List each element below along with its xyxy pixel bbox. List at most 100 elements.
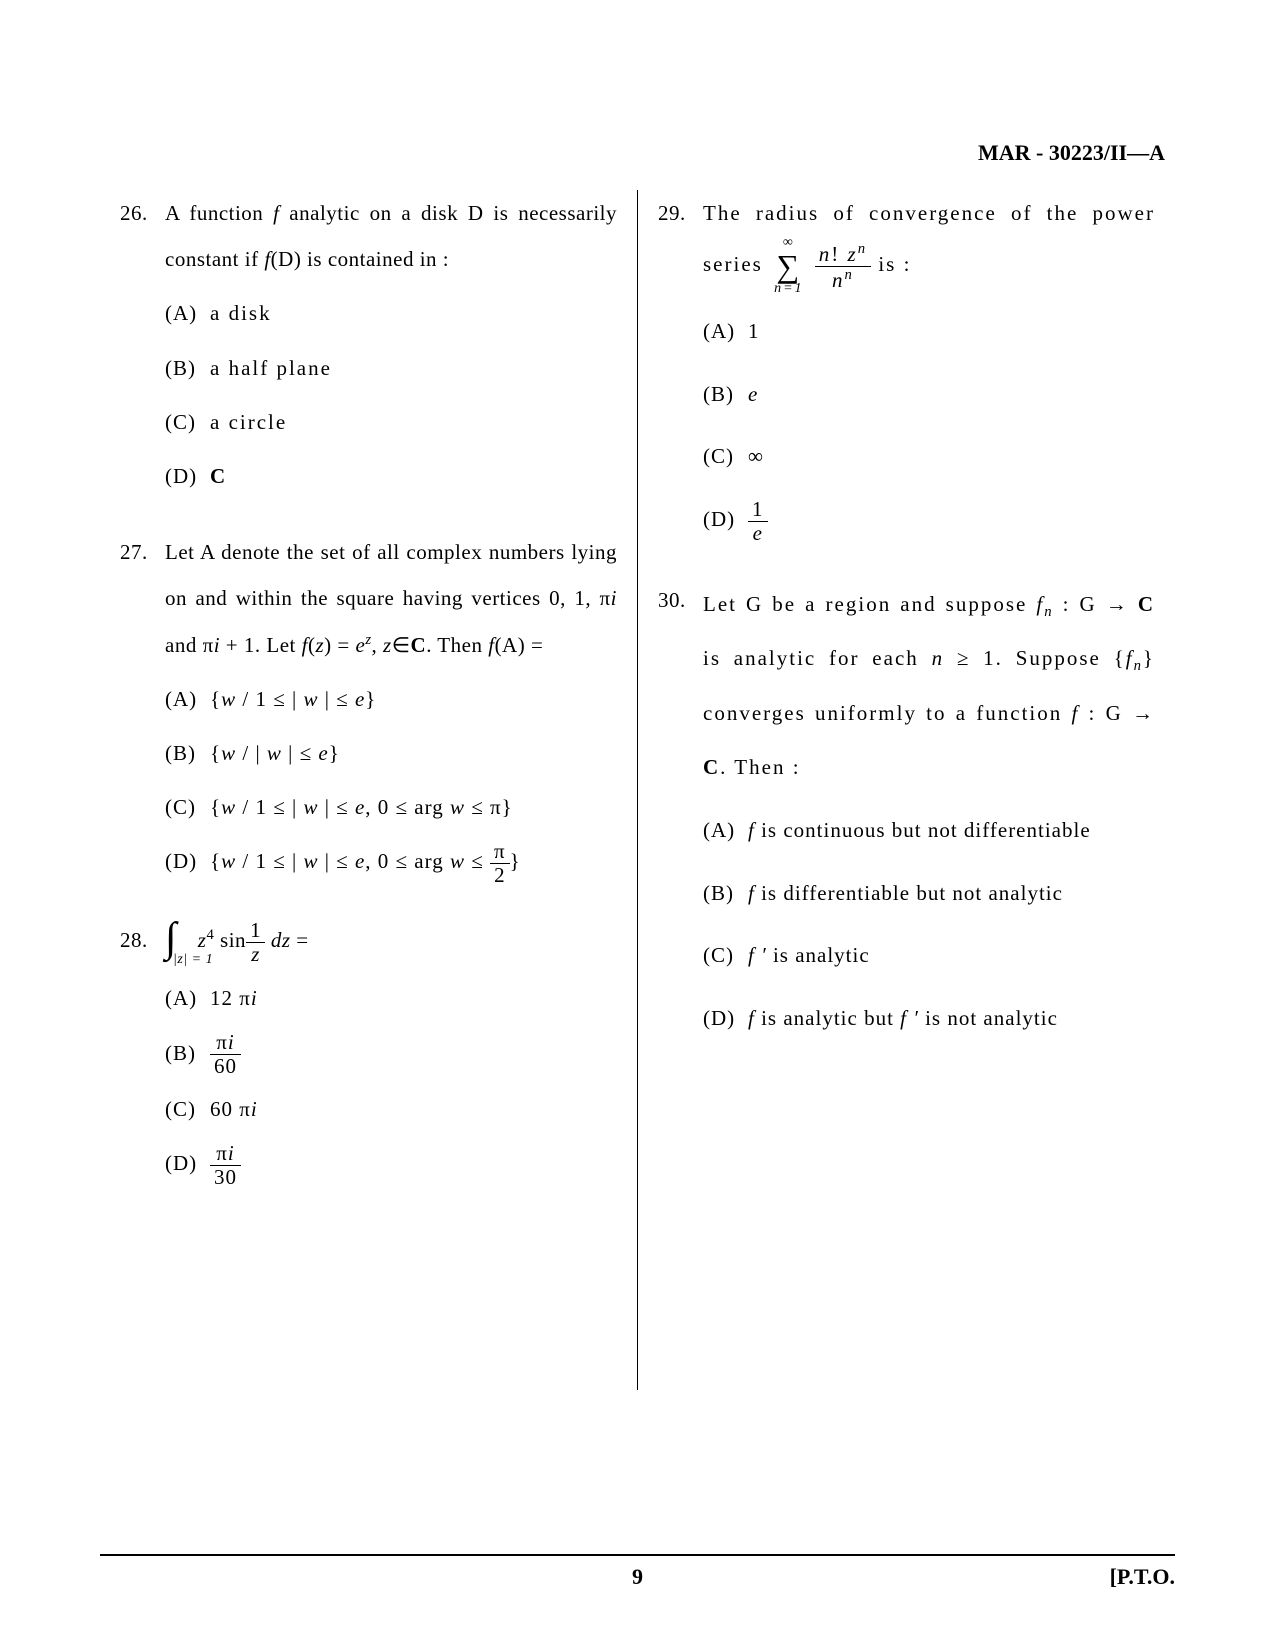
q28-number: 28. — [120, 917, 165, 963]
q27-c-pi: ≤ π} — [465, 795, 513, 819]
q27-C: C — [411, 633, 427, 657]
q30-a-label: (A) — [703, 803, 748, 858]
q30-colon: : G → — [1054, 592, 1138, 616]
page-footer: 9 [P.T.O. — [100, 1554, 1175, 1590]
q27-d-end: | ≤ — [318, 849, 354, 873]
q27-t2: and π — [165, 633, 214, 657]
q26-t2: (D) is contained in : — [271, 247, 449, 271]
q26-d-text: C — [210, 464, 226, 488]
question-28: 28. ∫|z| = 1 z4 sin1z dz = (A)12 πi (B)π… — [120, 917, 617, 1189]
q26-c-text: a circle — [210, 410, 287, 434]
q30-n2: n — [1134, 658, 1143, 674]
q30-nge: n — [932, 646, 945, 670]
q27-t7: ∈ — [392, 633, 411, 657]
q30-C: C — [1138, 592, 1155, 616]
q27-number: 27. — [120, 529, 165, 575]
q29-zn: n — [858, 241, 867, 257]
q30-then: . Then : — [720, 755, 800, 779]
q27-option-c: (C){w / 1 ≤ | w | ≤ e, 0 ≤ arg w ≤ π} — [165, 784, 617, 830]
q27-option-b: (B){w / | w | ≤ e} — [165, 730, 617, 776]
q29-c-label: (C) — [703, 429, 748, 484]
q29-d-den: e — [748, 522, 768, 545]
q30-ge1: ≥ 1. Suppose { — [944, 646, 1126, 670]
q30-d-label: (D) — [703, 991, 748, 1046]
q27-c-w3: w — [450, 795, 465, 819]
q27-d-frac: π2 — [490, 840, 510, 887]
exam-code: MAR - 30223/II—A — [978, 140, 1165, 166]
q29-fact: ! — [831, 242, 847, 266]
q29-a-text: 1 — [748, 319, 760, 343]
q29-b-text: e — [748, 382, 758, 406]
q26-options: (A)a disk (B)a half plane (C)a circle (D… — [165, 290, 617, 499]
q29-d-label: (D) — [703, 492, 748, 547]
q28-eq: = — [291, 928, 309, 952]
q27-d-pinum: π — [490, 840, 510, 864]
q26-option-c: (C)a circle — [165, 399, 617, 445]
question-26: 26. A function f analytic on a disk D is… — [120, 190, 617, 499]
q28-option-c: (C)60 πi — [165, 1086, 617, 1132]
q28-c-text: 60 π — [210, 1097, 251, 1121]
q27-a-end: | ≤ — [318, 687, 354, 711]
left-column: 26. A function f analytic on a disk D is… — [100, 190, 638, 1390]
q30-t0: Let G be a region and suppose — [703, 592, 1036, 616]
q27-a-w1: w — [221, 687, 236, 711]
q30-d-text2: is not analytic — [919, 1006, 1058, 1030]
q28-c-i: i — [251, 1097, 258, 1121]
q27-d-w1: w — [221, 849, 236, 873]
q29-t0: The radius of convergence of the power s… — [703, 201, 1155, 276]
q30-colon2: : G → — [1079, 701, 1155, 725]
q26-a-label: (A) — [165, 290, 210, 336]
q29-text: The radius of convergence of the power s… — [703, 190, 1155, 296]
right-column: 29. The radius of convergence of the pow… — [638, 190, 1175, 1390]
q27-a-label: (A) — [165, 676, 210, 722]
q28-a-i: i — [251, 986, 258, 1010]
question-27: 27. Let A denote the set of all complex … — [120, 529, 617, 887]
q27-d-piden: 2 — [490, 864, 510, 887]
q29-d-frac: 1e — [748, 498, 768, 545]
q27-t6: , — [372, 633, 384, 657]
q28-a-text: 12 π — [210, 986, 251, 1010]
q27-options: (A){w / 1 ≤ | w | ≤ e} (B){w / | w | ≤ e… — [165, 676, 617, 887]
q28-options: (A)12 πi (B)πi60 (C)60 πi (D)πi30 — [165, 975, 617, 1189]
q28-option-d: (D)πi30 — [165, 1140, 617, 1189]
q29-nd: n — [832, 268, 845, 292]
q27-e1: e — [355, 633, 365, 657]
q26-option-a: (A)a disk — [165, 290, 617, 336]
q27-d-t1: { — [210, 849, 221, 873]
q27-b-label: (B) — [165, 730, 210, 776]
q29-option-b: (B)e — [703, 367, 1155, 422]
q28-d-pi: π — [216, 1141, 228, 1165]
q27-d-w3: w — [450, 849, 465, 873]
q28-d-num: πi — [210, 1142, 241, 1166]
q30-option-c: (C)f ′ is analytic — [703, 928, 1155, 983]
q29-c-text: ∞ — [748, 444, 764, 468]
q30-d-f2: f ′ — [900, 1006, 919, 1030]
q30-c-f: f ′ — [748, 943, 767, 967]
q27-b-e: e — [318, 741, 328, 765]
q27-text: Let A denote the set of all complex numb… — [165, 529, 617, 668]
q27-c-label: (C) — [165, 784, 210, 830]
q29-fnum: n! zn — [815, 241, 871, 267]
q27-a-w2: w — [303, 687, 318, 711]
q28-b-num: πi — [210, 1031, 241, 1055]
q28-b-i: i — [228, 1030, 235, 1054]
q28-option-a: (A)12 πi — [165, 975, 617, 1021]
q28-a-label: (A) — [165, 975, 210, 1021]
q28-integral: ∫|z| = 1 — [165, 917, 177, 967]
q29-z: z — [848, 242, 858, 266]
q30-c-label: (C) — [703, 928, 748, 983]
q27-c-end: | ≤ — [318, 795, 354, 819]
q27-d-close: } — [510, 849, 521, 873]
q26-b-text: a half plane — [210, 356, 332, 380]
q28-option-b: (B)πi60 — [165, 1030, 617, 1079]
q26-number: 26. — [120, 190, 165, 236]
q30-n: n — [1044, 604, 1053, 620]
q27-c-mid: / 1 ≤ | — [236, 795, 303, 819]
pto-text: [P.T.O. — [1110, 1564, 1175, 1590]
q29-sum-bot: n=1 — [774, 282, 803, 296]
q30-option-d: (D)f is analytic but f ′ is not analytic — [703, 991, 1155, 1046]
q27-c-w1: w — [221, 795, 236, 819]
q26-t0: A function — [165, 201, 273, 225]
q30-number: 30. — [658, 577, 703, 623]
q28-d-frac: πi30 — [210, 1142, 241, 1189]
